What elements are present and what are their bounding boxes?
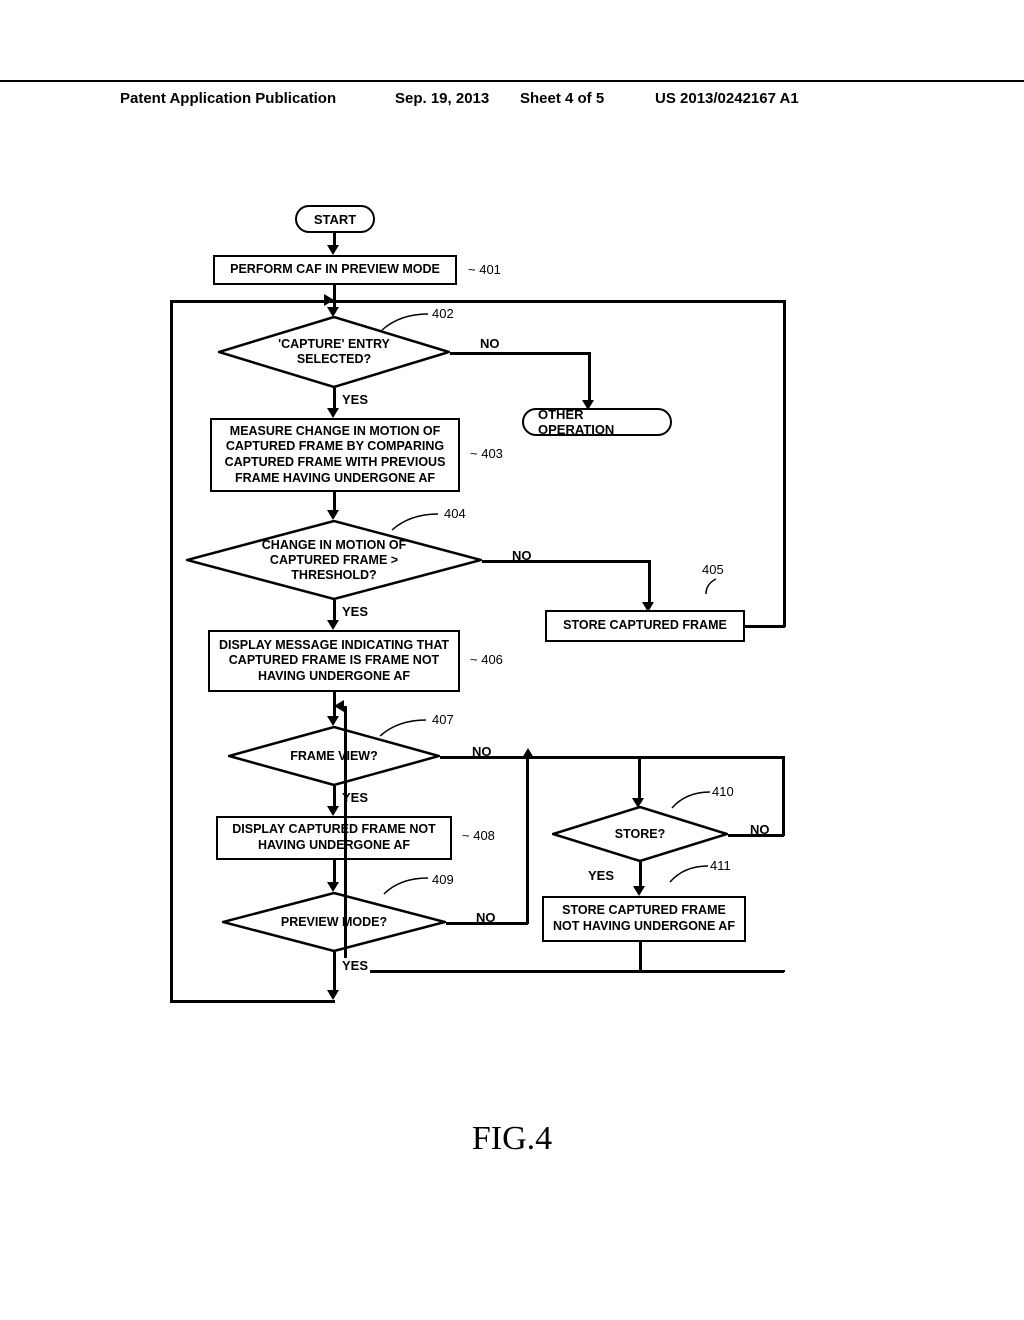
node-410: STORE? (552, 806, 728, 862)
edge (446, 922, 528, 925)
edge (333, 952, 336, 992)
edge (333, 600, 336, 622)
header-date: Sep. 19, 2013 (395, 90, 489, 107)
leader-icon (378, 718, 438, 740)
edge (333, 860, 336, 884)
figure-caption: FIG.4 (0, 1120, 1024, 1158)
ref-403: ~ 403 (470, 446, 503, 461)
node-411: STORE CAPTURED FRAME NOT HAVING UNDERGON… (542, 896, 746, 942)
node-406: DISPLAY MESSAGE INDICATING THAT CAPTURED… (208, 630, 460, 692)
edge (333, 388, 336, 410)
node-401: PERFORM CAF IN PREVIEW MODE (213, 255, 457, 285)
ref-407: 407 (432, 712, 454, 727)
node-start: START (295, 205, 375, 233)
node-403-text: MEASURE CHANGE IN MOTION OF CAPTURED FRA… (218, 424, 452, 487)
label-no: NO (478, 336, 502, 351)
edge (648, 560, 651, 604)
node-409: PREVIEW MODE? (222, 892, 446, 952)
other-operation-text: OTHER OPERATION (538, 407, 656, 437)
node-401-text: PERFORM CAF IN PREVIEW MODE (230, 262, 440, 278)
edge (333, 786, 336, 808)
header-sheet: Sheet 4 of 5 (520, 90, 604, 107)
arrow-icon (327, 882, 339, 892)
arrow-icon (327, 510, 339, 520)
arrow-icon (633, 886, 645, 896)
arrow-icon (327, 990, 339, 1000)
node-405-text: STORE CAPTURED FRAME (563, 618, 727, 634)
edge (334, 300, 785, 303)
ref-408: ~ 408 (462, 828, 495, 843)
arrow-icon (327, 716, 339, 726)
edge (728, 834, 784, 837)
edge (170, 300, 173, 1002)
label-yes: YES (340, 958, 370, 973)
ref-411: 411 (710, 858, 731, 873)
label-yes: YES (586, 868, 616, 883)
ref-402: 402 (432, 306, 454, 321)
node-406-text: DISPLAY MESSAGE INDICATING THAT CAPTURED… (216, 638, 452, 685)
node-403: MEASURE CHANGE IN MOTION OF CAPTURED FRA… (210, 418, 460, 492)
edge (344, 970, 784, 973)
leader-icon (390, 512, 450, 534)
edge (528, 756, 784, 759)
label-yes: YES (340, 392, 370, 407)
edge (344, 706, 347, 972)
arrow-icon (327, 408, 339, 418)
leader-icon (704, 578, 730, 596)
edge (639, 942, 642, 972)
node-409-text: PREVIEW MODE? (222, 892, 446, 952)
arrow-icon (327, 806, 339, 816)
edge (588, 352, 591, 402)
edge (782, 756, 785, 836)
arrow-icon (522, 748, 534, 758)
ref-405: 405 (702, 562, 724, 577)
edge (783, 300, 786, 627)
ref-404: 404 (444, 506, 466, 521)
edge (333, 492, 336, 512)
ref-410: 410 (712, 784, 734, 799)
header-publication: Patent Application Publication (120, 90, 336, 107)
node-405: STORE CAPTURED FRAME (545, 610, 745, 642)
node-408: DISPLAY CAPTURED FRAME NOT HAVING UNDERG… (216, 816, 452, 860)
ref-406: ~ 406 (470, 652, 503, 667)
ref-401: ~ 401 (468, 262, 501, 277)
ref-409: 409 (432, 872, 454, 887)
node-411-text: STORE CAPTURED FRAME NOT HAVING UNDERGON… (550, 903, 738, 934)
leader-icon (382, 876, 438, 898)
node-410-text: STORE? (552, 806, 728, 862)
edge (526, 758, 529, 924)
page: Patent Application Publication Sep. 19, … (0, 0, 1024, 1320)
edge (745, 625, 785, 628)
edge (782, 970, 785, 972)
label-yes: YES (340, 604, 370, 619)
page-header: Patent Application Publication Sep. 19, … (0, 80, 1024, 90)
edge (170, 1000, 335, 1003)
node-408-text: DISPLAY CAPTURED FRAME NOT HAVING UNDERG… (224, 822, 444, 853)
header-pubno: US 2013/0242167 A1 (655, 90, 799, 107)
edge (639, 862, 642, 888)
edge (170, 300, 334, 303)
start-label: START (314, 212, 356, 227)
node-other-operation: OTHER OPERATION (522, 408, 672, 436)
arrow-icon (327, 620, 339, 630)
edge (450, 352, 590, 355)
leader-icon (380, 312, 440, 334)
edge (638, 756, 641, 800)
edge (482, 560, 650, 563)
arrow-icon (334, 700, 344, 712)
arrow-icon (327, 245, 339, 255)
